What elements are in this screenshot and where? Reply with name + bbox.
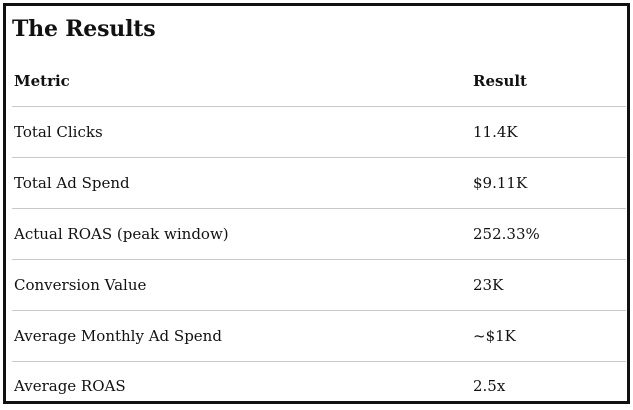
result-cell: 2.5x [471,362,626,410]
table-row: Average Monthly Ad Spend ~$1K [12,311,626,362]
header-result: Result [471,56,626,107]
result-cell: 11.4K [471,107,626,158]
table-row: Total Ad Spend $9.11K [12,158,626,209]
header-metric: Metric [12,56,471,107]
metric-cell: Average Monthly Ad Spend [12,311,471,362]
table-row: Average ROAS 2.5x [12,362,626,410]
metric-cell: Conversion Value [12,260,471,311]
table-row: Actual ROAS (peak window) 252.33% [12,209,626,260]
results-card: The Results Metric Result Total Clicks 1… [3,3,630,404]
result-cell: $9.11K [471,158,626,209]
table-row: Conversion Value 23K [12,260,626,311]
table-header-row: Metric Result [12,56,626,107]
metric-cell: Average ROAS [12,362,471,410]
section-title: The Results [12,16,155,42]
result-cell: ~$1K [471,311,626,362]
metric-cell: Total Clicks [12,107,471,158]
result-cell: 252.33% [471,209,626,260]
results-table: Metric Result Total Clicks 11.4K Total A… [12,56,626,410]
result-cell: 23K [471,260,626,311]
table-row: Total Clicks 11.4K [12,107,626,158]
metric-cell: Actual ROAS (peak window) [12,209,471,260]
metric-cell: Total Ad Spend [12,158,471,209]
